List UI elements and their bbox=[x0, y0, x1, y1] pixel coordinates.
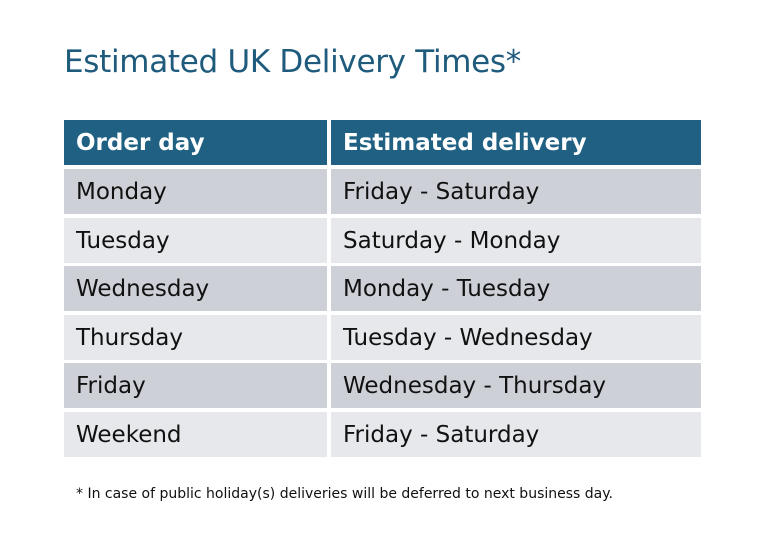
order-day-cell: Tuesday bbox=[64, 218, 327, 263]
delivery-cell: Monday - Tuesday bbox=[331, 266, 701, 311]
order-day-cell: Friday bbox=[64, 363, 327, 408]
page-title: Estimated UK Delivery Times* bbox=[64, 44, 521, 80]
delivery-cell: Friday - Saturday bbox=[331, 412, 701, 457]
delivery-cell: Saturday - Monday bbox=[331, 218, 701, 263]
order-day-cell: Thursday bbox=[64, 315, 327, 360]
delivery-cell: Friday - Saturday bbox=[331, 169, 701, 214]
order-day-cell: Weekend bbox=[64, 412, 327, 457]
order-day-cell: Monday bbox=[64, 169, 327, 214]
delivery-cell: Tuesday - Wednesday bbox=[331, 315, 701, 360]
order-day-cell: Wednesday bbox=[64, 266, 327, 311]
header-estimated-delivery: Estimated delivery bbox=[331, 120, 701, 165]
delivery-cell: Wednesday - Thursday bbox=[331, 363, 701, 408]
header-order-day: Order day bbox=[64, 120, 327, 165]
footnote: * In case of public holiday(s) deliverie… bbox=[76, 486, 613, 502]
